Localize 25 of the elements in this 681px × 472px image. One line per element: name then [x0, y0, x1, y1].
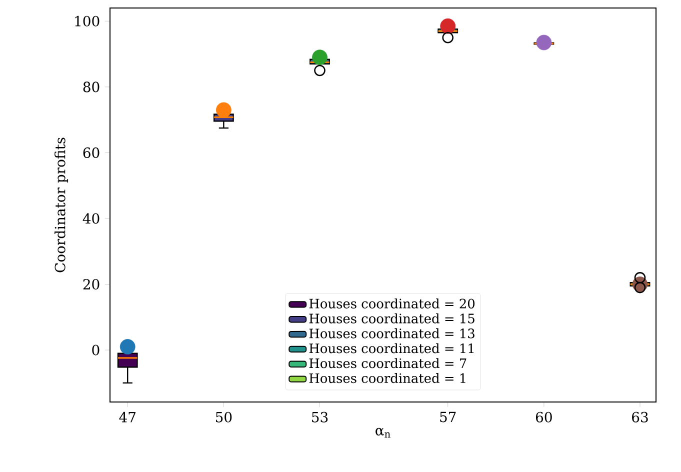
- x-tick-label: 53: [312, 412, 328, 422]
- y-tick-label: 20: [83, 278, 100, 290]
- x-tick-label: 57: [440, 412, 456, 422]
- y-tick-label: 0: [92, 344, 100, 356]
- legend-label: Houses coordinated = 7: [309, 358, 466, 368]
- x-tick-label: 63: [632, 412, 648, 422]
- y-tick-label: 80: [83, 82, 100, 92]
- legend-label: Houses coordinated = 11: [309, 343, 474, 354]
- legend-label: Houses coordinated = 15: [309, 313, 474, 324]
- y-axis-title: Coordinator profits: [54, 138, 68, 272]
- legend-label: Houses coordinated = 1: [309, 373, 466, 384]
- legend-label: Houses coordinated = 20: [309, 298, 475, 308]
- x-tick-label: 50: [216, 412, 232, 422]
- point: [120, 339, 136, 354]
- legend-label: Houses coordinated = 13: [309, 328, 474, 338]
- point: [216, 102, 232, 118]
- y-tick-label: 100: [75, 16, 100, 26]
- x-tick-label: 47: [119, 412, 136, 422]
- point: [536, 34, 552, 50]
- x-tick-label: 60: [536, 412, 552, 422]
- point: [312, 50, 328, 66]
- y-tick-label: 40: [82, 213, 100, 224]
- y-tick-label: 60: [83, 147, 100, 158]
- x-axis-title: α$_{n}$: [376, 428, 390, 438]
- point: [440, 18, 456, 34]
